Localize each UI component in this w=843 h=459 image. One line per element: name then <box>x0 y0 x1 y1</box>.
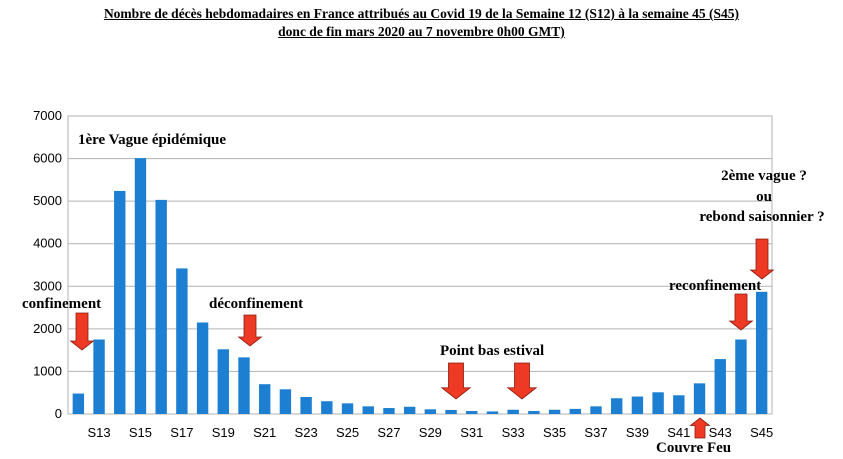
x-tick-label: S45 <box>750 425 773 440</box>
x-tick-label: S25 <box>336 425 359 440</box>
bar-s43 <box>714 359 726 414</box>
y-tick-label: 5000 <box>33 193 62 208</box>
y-tick-label: 4000 <box>33 236 62 251</box>
annotation-wave2: 2ème vague ? <box>721 168 807 184</box>
x-tick-label: S19 <box>212 425 235 440</box>
plot-frame <box>67 115 773 415</box>
bar-s24 <box>321 401 333 414</box>
x-tick-label: S41 <box>667 425 690 440</box>
bar-s12 <box>72 393 85 414</box>
bar-s40 <box>652 392 664 414</box>
arrow-reconfinement-icon <box>728 293 754 331</box>
bar-s32 <box>486 411 499 414</box>
bar-s44 <box>735 339 747 414</box>
x-tick-label: S17 <box>170 425 193 440</box>
bar-s27 <box>383 408 395 414</box>
y-tick-label: 6000 <box>33 151 62 166</box>
chart-title-line-1: Nombre de décès hebdomadaires en France … <box>103 6 740 21</box>
annotation-confinement: confinement <box>22 296 101 312</box>
bar-s22 <box>279 389 292 414</box>
x-tick-label: S39 <box>626 425 649 440</box>
bar-s23 <box>300 396 312 414</box>
x-tick-label: S43 <box>709 425 732 440</box>
y-tick-label: 1000 <box>33 363 62 378</box>
annotation-reconfinement: reconfinement <box>669 278 761 294</box>
bar-s17 <box>176 268 188 414</box>
bar-s31 <box>466 411 478 414</box>
annotation-deconfinement: déconfinement <box>209 296 303 312</box>
x-tick-label: S23 <box>295 425 318 440</box>
bar-s45 <box>755 291 768 414</box>
y-tick-label: 3000 <box>33 278 62 293</box>
bar-s33 <box>507 409 519 414</box>
bar-s25 <box>341 403 354 414</box>
bar-s15 <box>134 158 147 414</box>
bar-s16 <box>155 199 167 414</box>
bar-s39 <box>631 396 644 414</box>
x-tick-label: S21 <box>253 425 276 440</box>
arrow-point-bas-right-icon <box>506 362 538 400</box>
x-tick-label: S13 <box>87 425 110 440</box>
bar-s38 <box>611 398 623 414</box>
x-tick-label: S27 <box>377 425 400 440</box>
bar-s19 <box>217 349 229 414</box>
bar-s30 <box>445 409 457 414</box>
x-tick-label: S37 <box>584 425 607 440</box>
y-tick-label: 7000 <box>33 108 62 123</box>
bar-s14 <box>114 190 126 414</box>
bar-s37 <box>590 406 602 414</box>
annotation-ou: ou <box>756 189 772 205</box>
bar-s13 <box>93 339 105 414</box>
arrow-point-bas-left-icon <box>440 362 472 400</box>
annotation-rebond: rebond saisonnier ? <box>699 209 824 225</box>
bar-s42 <box>693 383 706 414</box>
x-tick-label: S33 <box>502 425 525 440</box>
arrow-rebond-icon <box>749 238 775 280</box>
bar-s18 <box>196 322 209 414</box>
bar-s35 <box>548 409 561 414</box>
bar-s28 <box>403 406 416 414</box>
x-tick-label: S31 <box>460 425 483 440</box>
arrow-couvre-feu-icon <box>689 417 711 439</box>
annotation-couvre-feu: Couvre Feu <box>656 440 731 456</box>
bar-s36 <box>569 408 581 414</box>
annotation-point-bas: Point bas estival <box>440 343 544 359</box>
annotation-wave1: 1ère Vague épidémique <box>78 132 226 148</box>
bar-s34 <box>528 411 540 414</box>
bar-s21 <box>259 384 271 414</box>
x-tick-label: S15 <box>129 425 152 440</box>
y-tick-label: 2000 <box>33 321 62 336</box>
arrow-deconfinement-icon <box>237 314 263 347</box>
bar-s29 <box>424 409 437 414</box>
bar-s20 <box>238 357 250 414</box>
bar-s26 <box>362 406 374 414</box>
chart-title-line-2: donc de fin mars 2020 au 7 novembre 0h00… <box>278 24 565 39</box>
arrow-confinement-icon <box>69 312 95 351</box>
bar-s41 <box>673 395 685 414</box>
y-tick-label: 0 <box>55 406 62 421</box>
x-tick-label: S29 <box>419 425 442 440</box>
x-tick-label: S35 <box>543 425 566 440</box>
